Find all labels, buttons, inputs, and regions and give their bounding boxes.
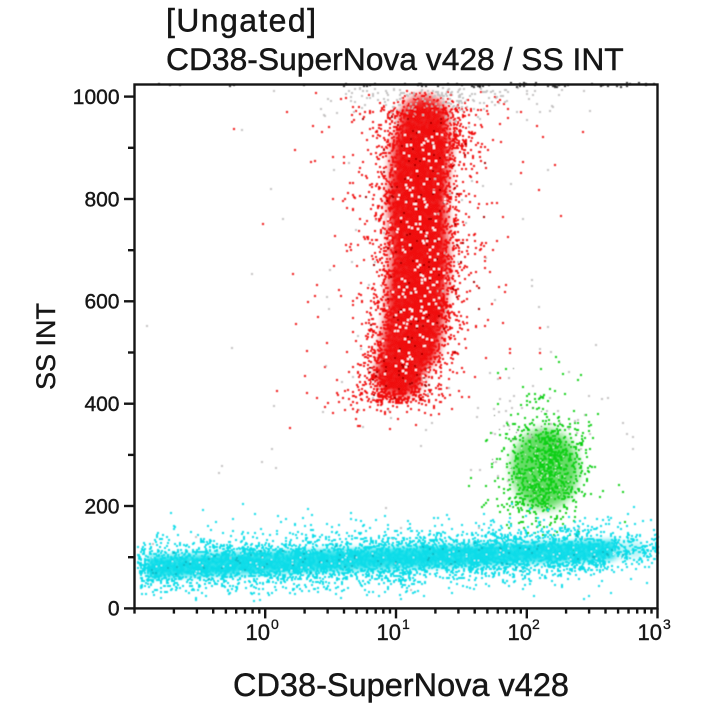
svg-text:3: 3: [663, 616, 671, 632]
svg-text:400: 400: [84, 393, 119, 416]
svg-text:2: 2: [532, 616, 540, 632]
svg-text:200: 200: [84, 495, 119, 518]
svg-text:10: 10: [377, 620, 401, 645]
svg-text:0: 0: [108, 598, 120, 621]
svg-text:1000: 1000: [73, 86, 120, 109]
svg-text:800: 800: [84, 188, 119, 211]
svg-text:0: 0: [271, 616, 279, 632]
svg-text:10: 10: [508, 620, 532, 645]
svg-text:[Ungated]: [Ungated]: [166, 3, 317, 39]
svg-text:10: 10: [246, 620, 270, 645]
svg-text:600: 600: [84, 291, 119, 314]
svg-text:CD38-SuperNova v428 / SS INT: CD38-SuperNova v428 / SS INT: [166, 41, 624, 77]
svg-text:1: 1: [402, 616, 410, 632]
svg-text:CD38-SuperNova v428: CD38-SuperNova v428: [233, 667, 569, 703]
svg-text:10: 10: [638, 620, 662, 645]
svg-text:SS INT: SS INT: [31, 303, 61, 390]
